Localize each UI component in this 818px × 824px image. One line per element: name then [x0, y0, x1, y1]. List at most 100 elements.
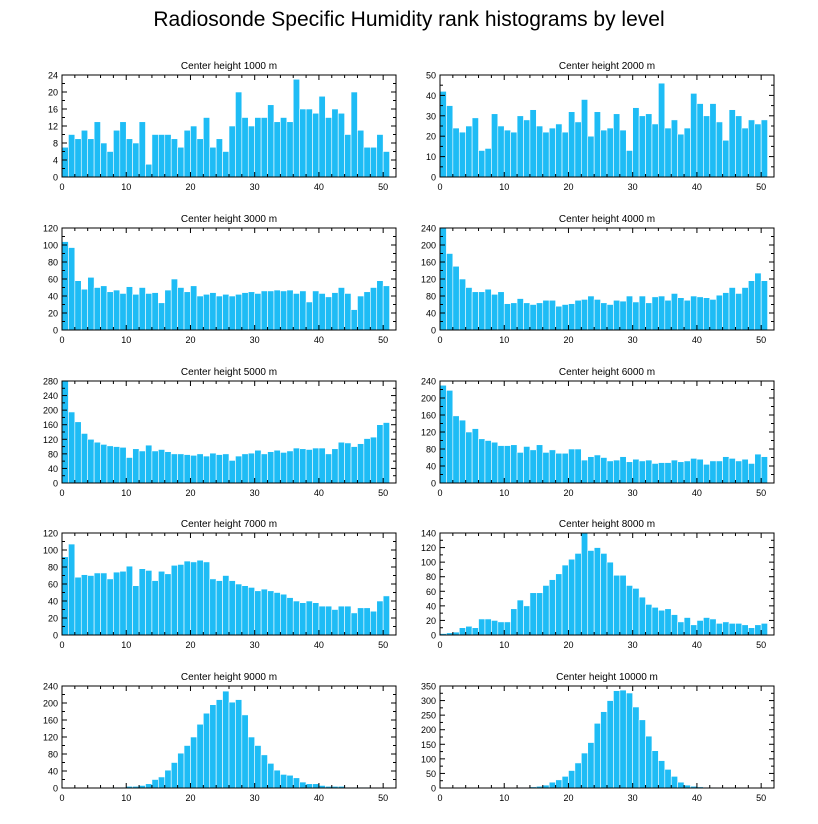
bar — [305, 449, 313, 484]
bar — [215, 295, 223, 331]
bar — [247, 736, 255, 789]
x-tick-label: 30 — [628, 182, 638, 192]
bar — [74, 138, 82, 178]
bar — [491, 113, 499, 178]
bar — [638, 596, 646, 636]
y-tick-label: 40 — [426, 91, 436, 101]
bar — [613, 113, 621, 178]
bar — [741, 287, 749, 331]
bar — [683, 617, 691, 636]
bar — [606, 127, 614, 178]
bar — [376, 600, 384, 636]
y-tick-label: 120 — [43, 529, 58, 539]
bar — [760, 280, 768, 331]
bar — [715, 460, 723, 484]
y-tick-label: 12 — [48, 122, 58, 132]
bar — [170, 564, 178, 636]
x-tick-label: 20 — [563, 793, 573, 803]
y-tick-label: 8 — [53, 139, 58, 149]
bar — [119, 570, 127, 636]
y-tick-label: 300 — [421, 696, 436, 706]
bar — [164, 573, 172, 636]
bar — [645, 735, 653, 789]
y-tick-label: 350 — [421, 682, 436, 692]
y-tick-label: 0 — [53, 173, 58, 183]
figure-title: Radiosonde Specific Humidity rank histog… — [153, 8, 665, 31]
bar — [183, 129, 191, 178]
bar — [523, 605, 531, 636]
bar — [350, 612, 358, 636]
panel-6: Center height 6000 m 0 40 80 120 160 200 240 0 10… — [421, 367, 775, 498]
x-tick-label: 30 — [250, 640, 260, 650]
bar — [209, 146, 217, 178]
bar — [555, 305, 563, 331]
bar — [465, 431, 473, 484]
y-tick-label: 140 — [421, 529, 436, 539]
bar — [247, 452, 255, 484]
bar — [164, 451, 172, 484]
bar — [703, 115, 711, 178]
bar — [119, 446, 127, 484]
bar — [222, 293, 230, 331]
bar — [267, 290, 275, 331]
bar — [748, 627, 756, 636]
bar — [292, 293, 300, 331]
panel-title: Center height 7000 m — [181, 519, 277, 530]
bar — [80, 433, 88, 484]
x-tick-label: 30 — [628, 640, 638, 650]
bar — [80, 129, 88, 178]
bar — [593, 723, 601, 789]
bar — [312, 112, 320, 178]
bar — [484, 148, 492, 178]
bar — [452, 127, 460, 178]
panel-title: Center height 3000 m — [181, 214, 277, 225]
bar — [177, 287, 185, 331]
bar — [87, 276, 95, 331]
bar — [625, 150, 633, 178]
x-tick-label: 10 — [499, 182, 509, 192]
bar — [529, 109, 537, 178]
y-tick-label: 120 — [421, 275, 436, 285]
bar — [754, 453, 762, 484]
bar — [536, 125, 544, 178]
y-tick-label: 20 — [426, 616, 436, 626]
y-tick-label: 30 — [426, 111, 436, 121]
x-tick-label: 40 — [314, 793, 324, 803]
bar — [690, 624, 698, 636]
y-tick-label: 0 — [431, 784, 436, 794]
bar — [280, 593, 288, 636]
bar — [235, 293, 243, 331]
bar — [471, 428, 479, 484]
y-tick-label: 50 — [426, 71, 436, 81]
bar — [632, 588, 640, 636]
bar — [600, 129, 608, 178]
bar — [690, 93, 698, 178]
bar — [728, 458, 736, 484]
bar — [286, 774, 294, 789]
x-tick-label: 30 — [250, 335, 260, 345]
bar — [151, 580, 159, 636]
bar — [312, 602, 320, 636]
y-tick-label: 150 — [421, 740, 436, 750]
bar — [645, 459, 653, 484]
x-tick-label: 0 — [59, 182, 64, 192]
bar — [370, 436, 378, 484]
bar — [516, 115, 524, 178]
bar — [138, 287, 146, 331]
bar — [568, 448, 576, 484]
bar — [350, 91, 358, 178]
bar — [715, 623, 723, 636]
y-tick-label: 0 — [431, 631, 436, 641]
bar — [735, 115, 743, 178]
bar — [696, 103, 704, 178]
x-tick-label: 50 — [378, 182, 388, 192]
y-tick-label: 240 — [421, 377, 436, 387]
bar — [93, 287, 101, 331]
x-tick-label: 0 — [59, 335, 64, 345]
bar — [273, 449, 281, 484]
bar — [703, 297, 711, 331]
bar — [145, 163, 153, 178]
bar — [241, 292, 249, 331]
bar — [203, 712, 211, 789]
x-tick-label: 10 — [499, 640, 509, 650]
